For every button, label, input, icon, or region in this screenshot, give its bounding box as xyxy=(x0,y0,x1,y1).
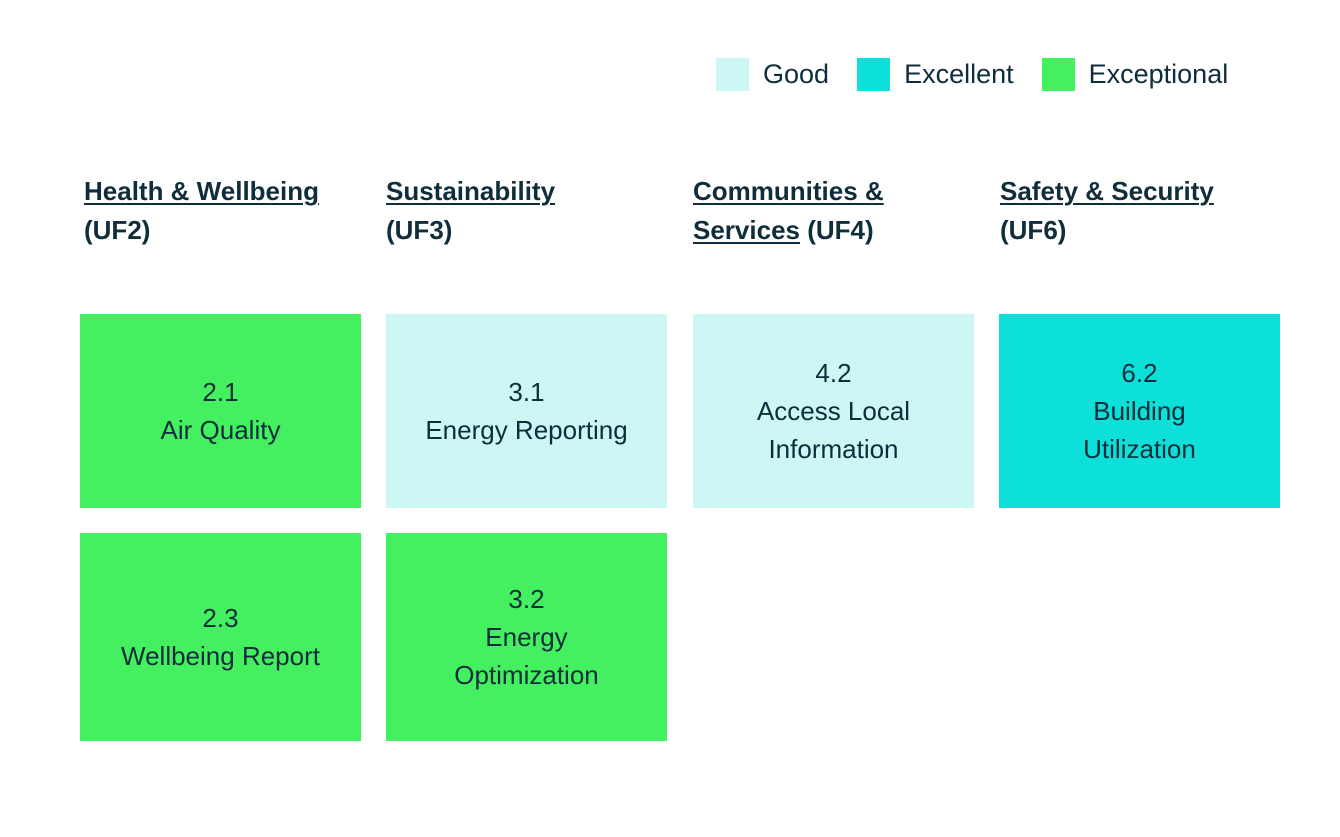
legend-label: Excellent xyxy=(904,59,1014,89)
column-code: (UF4) xyxy=(807,215,874,245)
column-link-safety-security[interactable]: Safety & Security xyxy=(1000,176,1214,206)
column-code: (UF2) xyxy=(84,215,151,245)
tile-id: 3.2 xyxy=(508,584,545,614)
tile-name: Utilization xyxy=(1083,434,1196,464)
column-code: (UF3) xyxy=(386,215,453,245)
tile-name: Access Local xyxy=(756,396,911,426)
tile-access-local-information: 4.2 Access Local Information xyxy=(693,314,974,508)
tile-name: Information xyxy=(768,434,899,464)
tile-name: Energy xyxy=(485,622,568,652)
tile-name: Air Quality xyxy=(160,415,281,445)
tile-energy-optimization: 3.2 Energy Optimization xyxy=(386,533,667,741)
column-link-services[interactable]: Services xyxy=(693,215,800,245)
column-link-health-wellbeing[interactable]: Health & Wellbeing xyxy=(84,176,319,206)
tile-name: Wellbeing Report xyxy=(121,641,320,671)
tile-id: 2.3 xyxy=(202,603,239,633)
tile-air-quality: 2.1 Air Quality xyxy=(80,314,361,508)
excellent-swatch-icon xyxy=(857,58,891,91)
column-code: (UF6) xyxy=(1000,215,1067,245)
column-link-sustainability[interactable]: Sustainability xyxy=(386,176,556,206)
legend: Good Excellent Exceptional xyxy=(716,58,1228,91)
good-swatch-icon xyxy=(716,58,749,91)
tile-id: 2.1 xyxy=(202,377,239,407)
legend-label: Good xyxy=(763,59,830,89)
tile-id: 6.2 xyxy=(1121,358,1158,388)
tile-wellbeing-report: 2.3 Wellbeing Report xyxy=(80,533,361,741)
column-header-health-wellbeing: Health & Wellbeing (UF2) xyxy=(84,172,374,250)
legend-label: Exceptional xyxy=(1088,59,1229,89)
tile-name: Energy Reporting xyxy=(425,415,628,445)
tile-energy-reporting: 3.1 Energy Reporting xyxy=(386,314,667,508)
tile-id: 3.1 xyxy=(508,377,545,407)
column-header-communities-services: Communities & Services (UF4) xyxy=(693,172,983,250)
legend-item-excellent: Excellent xyxy=(857,58,1014,91)
tile-id: 4.2 xyxy=(815,358,852,388)
tile-building-utilization: 6.2 Building Utilization xyxy=(999,314,1280,508)
legend-item-good: Good xyxy=(716,58,829,91)
column-header-safety-security: Safety & Security (UF6) xyxy=(1000,172,1290,250)
tile-name: Building xyxy=(1093,396,1186,426)
exceptional-swatch-icon xyxy=(1041,58,1075,91)
column-header-sustainability: Sustainability (UF3) xyxy=(386,172,676,250)
column-link-communities[interactable]: Communities & xyxy=(693,176,884,206)
legend-item-exceptional: Exceptional xyxy=(1041,58,1229,91)
tile-name: Optimization xyxy=(454,660,599,690)
